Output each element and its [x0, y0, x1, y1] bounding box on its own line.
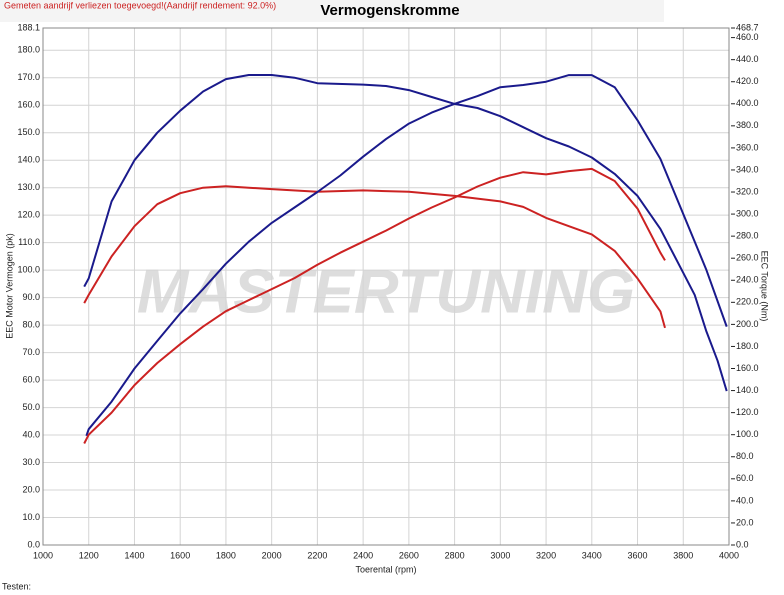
x-axis-label: Toerental (rpm) — [355, 564, 416, 574]
y-tick-label: 170.0 — [17, 72, 40, 82]
x-tick-label: 3600 — [628, 550, 648, 560]
x-tick-label: 3000 — [490, 550, 510, 560]
x-tick-label: 1400 — [124, 550, 144, 560]
y-tick-label: 90.0 — [22, 292, 40, 302]
y-tick-label: 188.1 — [17, 22, 40, 32]
x-tick-label: 1200 — [79, 550, 99, 560]
y-tick-label: 130.0 — [17, 182, 40, 192]
y2-tick-label: 400.0 — [736, 98, 759, 108]
x-tick-label: 2400 — [353, 550, 373, 560]
y-tick-label: 160.0 — [17, 100, 40, 110]
y2-tick-label: 460.0 — [736, 32, 759, 42]
y-tick-label: 150.0 — [17, 127, 40, 137]
y-tick-label: 100.0 — [17, 265, 40, 275]
y2-tick-label: 340.0 — [736, 164, 759, 174]
y-tick-label: 120.0 — [17, 210, 40, 220]
y2-tick-label: 200.0 — [736, 319, 759, 329]
y2-tick-label: 20.0 — [736, 517, 754, 527]
y2-tick-label: 380.0 — [736, 120, 759, 130]
y2-tick-label: 240.0 — [736, 275, 759, 285]
y2-tick-label: 140.0 — [736, 385, 759, 395]
x-tick-label: 1000 — [33, 550, 53, 560]
y2-tick-label: 180.0 — [736, 341, 759, 351]
y2-axis-label: EEC Torque (Nm) — [760, 251, 770, 322]
y2-tick-label: 260.0 — [736, 253, 759, 263]
series-line — [83, 167, 666, 444]
y2-tick-label: 40.0 — [736, 495, 754, 505]
y2-tick-label: 360.0 — [736, 142, 759, 152]
y-tick-label: 180.0 — [17, 45, 40, 55]
y-tick-label: 20.0 — [22, 484, 40, 494]
y2-tick-label: 80.0 — [736, 451, 754, 461]
chart-title: Vermogenskromme — [320, 2, 459, 19]
y2-tick-label: 440.0 — [736, 54, 759, 64]
header-bar — [0, 0, 664, 22]
series-line — [83, 74, 728, 392]
x-tick-label: 1600 — [170, 550, 190, 560]
y-axis-label: EEC Motor Vermogen (pk) — [4, 233, 14, 339]
x-tick-label: 2800 — [445, 550, 465, 560]
y2-tick-label: 420.0 — [736, 76, 759, 86]
y2-tick-label: 60.0 — [736, 473, 754, 483]
y2-tick-label: 160.0 — [736, 363, 759, 373]
series-line — [83, 185, 666, 329]
y-tick-label: 80.0 — [22, 319, 40, 329]
y2-tick-label: 120.0 — [736, 407, 759, 417]
y2-tick-label: 0.0 — [736, 539, 749, 549]
y2-tick-label: 320.0 — [736, 186, 759, 196]
y2-tick-label: 280.0 — [736, 231, 759, 241]
x-tick-label: 4000 — [719, 550, 739, 560]
y2-tick-label: 220.0 — [736, 297, 759, 307]
y-tick-label: 50.0 — [22, 402, 40, 412]
x-tick-label: 1800 — [216, 550, 236, 560]
y2-tick-label: 100.0 — [736, 429, 759, 439]
watermark: MASTERTUNING — [137, 257, 635, 326]
y-tick-label: 60.0 — [22, 374, 40, 384]
y-tick-label: 70.0 — [22, 347, 40, 357]
y-tick-label: 40.0 — [22, 429, 40, 439]
x-tick-label: 2600 — [399, 550, 419, 560]
subtitle: Gemeten aandrijf verliezen toegevoegd!(A… — [4, 0, 276, 10]
x-tick-label: 3400 — [582, 550, 602, 560]
x-tick-label: 2200 — [307, 550, 327, 560]
y-tick-label: 0.0 — [27, 539, 40, 549]
series-line — [85, 74, 728, 437]
plot-frame — [42, 27, 730, 546]
y2-tick-label: 468.7 — [736, 22, 759, 32]
y-tick-label: 10.0 — [22, 512, 40, 522]
y2-tick-label: 300.0 — [736, 208, 759, 218]
x-tick-label: 3200 — [536, 550, 556, 560]
y-tick-label: 140.0 — [17, 155, 40, 165]
y-tick-label: 30.0 — [22, 457, 40, 467]
x-tick-label: 2000 — [262, 550, 282, 560]
x-tick-label: 3800 — [673, 550, 693, 560]
footer: Testen: — [2, 581, 31, 590]
y-tick-label: 110.0 — [18, 237, 40, 247]
